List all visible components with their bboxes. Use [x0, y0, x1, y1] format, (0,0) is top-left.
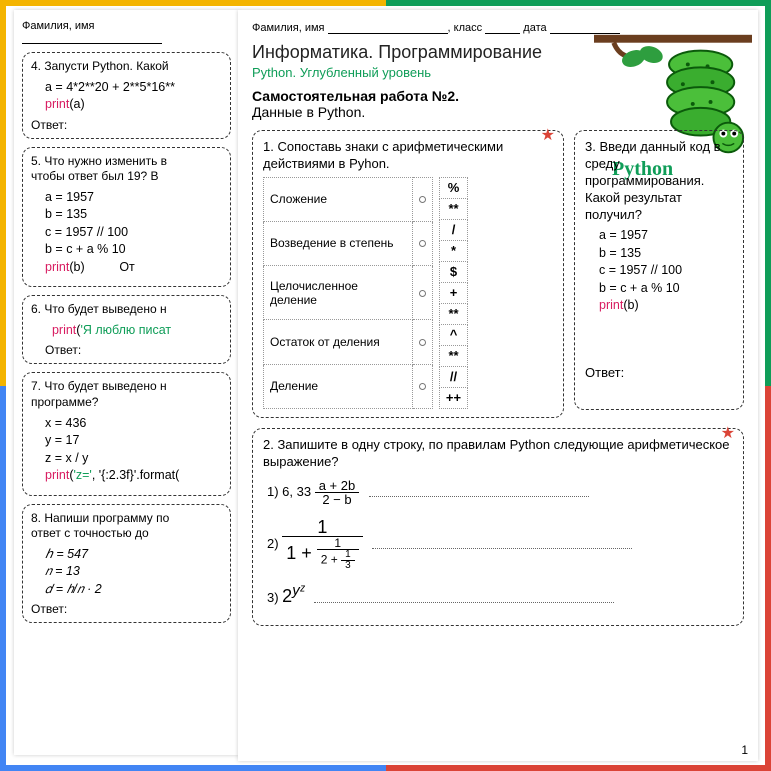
- star-icon: ★: [721, 423, 735, 443]
- name-label: Фамилия, имя: [22, 20, 94, 32]
- task2-expr1: 1) 6, 33 a + 2b2 − b: [267, 479, 733, 506]
- task-3: 3. Введи данный код в среду программиров…: [574, 130, 744, 410]
- worksheet-back-page: Фамилия, имя 4. Запусти Python. Какой a …: [14, 10, 239, 755]
- task3-code: a = 1957 b = 135 c = 1957 // 100 b = c +…: [599, 227, 733, 315]
- task-8: 8. Напиши программу поответ с точностью …: [22, 504, 231, 624]
- answer-line: [314, 593, 614, 603]
- q4-answer: Ответ:: [31, 118, 222, 132]
- q6-code: print('Я люблю писат: [45, 322, 222, 340]
- star-icon: ★: [541, 125, 555, 145]
- name-blank: [328, 23, 448, 34]
- task-2: ★ 2. Запишите в одну строку, по правилам…: [252, 428, 744, 626]
- class-blank: [485, 23, 520, 34]
- task2-expr2: 2) 1 1 + 12 + 13: [267, 518, 733, 571]
- task1-symbols-table: % ** / * $ + ** ^ ** // ++: [439, 177, 468, 409]
- task1-operations-table: Сложение Возведение в степень Целочислен…: [263, 177, 433, 409]
- q7-text: 7. Что будет выведено нпрограмме?: [31, 379, 222, 410]
- task-1: ★ 1. Сопоставь знаки с арифметическими д…: [252, 130, 564, 418]
- q8-text: 8. Напиши программу поответ с точностью …: [31, 511, 222, 542]
- q5-text: 5. Что нужно изменить вчтобы ответ был 1…: [31, 154, 222, 185]
- task3-answer: Ответ:: [585, 365, 733, 380]
- task-4: 4. Запусти Python. Какой a = 4*2**20 + 2…: [22, 52, 231, 139]
- q6-text: 6. Что будет выведено н: [31, 302, 222, 318]
- q4-text: 4. Запусти Python. Какой: [31, 59, 222, 75]
- header-line-back: Фамилия, имя: [22, 20, 231, 44]
- task-5: 5. Что нужно изменить вчтобы ответ был 1…: [22, 147, 231, 288]
- answer-line: [369, 487, 589, 497]
- q6-answer: Ответ:: [45, 343, 222, 357]
- q4-code: a = 4*2**20 + 2**5*16** print(a): [45, 79, 222, 114]
- answer-line: [372, 539, 632, 549]
- task-7: 7. Что будет выведено нпрограмме? x = 43…: [22, 372, 231, 495]
- worksheet-front-page: Фамилия, имя , класс дата Информатика. П…: [238, 10, 758, 761]
- q7-code: x = 436 y = 17 z = x / y print('z=', '{:…: [45, 415, 222, 485]
- q8-code: ℎ = 547 𝑛 = 13 𝑑 = ℎ/𝑛 · 2: [45, 546, 222, 599]
- task3-title: 3. Введи данный код в среду программиров…: [585, 139, 733, 223]
- task-6: 6. Что будет выведено н print('Я люблю п…: [22, 295, 231, 364]
- task2-title: 2. Запишите в одну строку, по правилам P…: [263, 437, 733, 471]
- q8-answer: Ответ:: [31, 602, 222, 616]
- task1-title: 1. Сопоставь знаки с арифметическими дей…: [263, 139, 553, 173]
- task2-expr3: 3) 2yᶻ: [267, 583, 733, 605]
- q5-code: a = 1957 b = 135 c = 1957 // 100 b = c +…: [45, 189, 222, 277]
- name-blank: [22, 33, 162, 44]
- page-number: 1: [741, 743, 748, 757]
